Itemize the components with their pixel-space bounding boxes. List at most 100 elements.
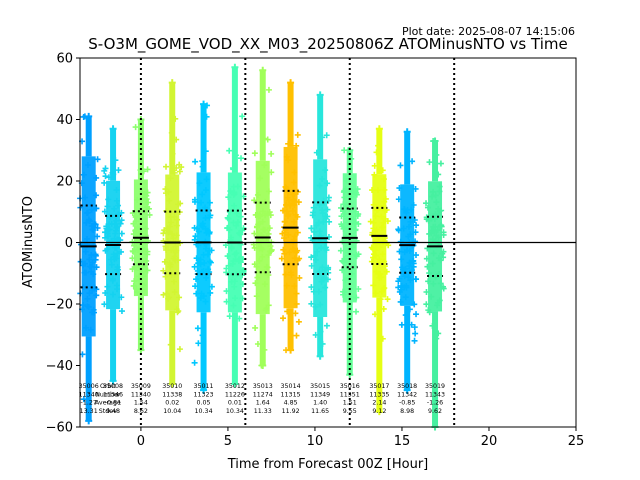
data-point <box>109 276 116 283</box>
data-point <box>429 236 436 243</box>
data-point <box>381 258 388 265</box>
orbit-stat-number: 11323 <box>194 391 214 398</box>
data-point <box>132 264 139 271</box>
data-point <box>167 175 174 182</box>
data-point <box>291 283 298 290</box>
data-point <box>285 197 292 204</box>
stats-legend-average: Average <box>95 400 121 407</box>
orbit-stat-number: 11226 <box>225 391 245 398</box>
data-point <box>240 267 247 274</box>
data-point <box>230 166 237 173</box>
data-point <box>319 175 326 182</box>
data-point <box>316 268 323 275</box>
orbit-lower-tail-35006 <box>85 336 92 421</box>
data-point <box>370 225 377 232</box>
data-point <box>326 218 333 225</box>
data-point <box>267 243 274 250</box>
data-point <box>207 259 214 266</box>
data-point <box>341 194 348 201</box>
data-point <box>411 301 418 308</box>
data-point <box>208 247 215 254</box>
data-point <box>193 276 200 283</box>
data-point <box>237 229 244 236</box>
data-point <box>372 213 379 220</box>
data-point <box>192 158 199 165</box>
orbit-cluster-35009: 35009113401.548.62 <box>129 116 153 415</box>
data-point <box>379 251 386 258</box>
data-point <box>435 330 442 337</box>
data-point <box>136 212 143 219</box>
data-point <box>428 293 435 300</box>
data-point <box>340 291 347 298</box>
data-point <box>371 171 378 178</box>
orbit-lower-tail-35012 <box>231 312 238 384</box>
data-point <box>287 202 294 209</box>
data-point <box>308 262 315 269</box>
orbit-stat-number: 11340 <box>79 391 99 398</box>
data-point <box>136 267 143 274</box>
orbit-upper-tail-35015 <box>317 94 324 160</box>
data-point <box>440 229 447 236</box>
data-point <box>145 199 152 206</box>
data-point <box>145 205 152 212</box>
data-point <box>225 262 232 269</box>
axis-ticks: 0 5 10 15 20 25 −60 −40 −20 0 20 40 60 <box>46 52 585 450</box>
data-point <box>205 266 212 273</box>
data-point <box>410 202 417 209</box>
orbit-stat-average: 1.40 <box>313 400 327 407</box>
data-point <box>165 295 172 302</box>
data-point <box>109 169 116 176</box>
data-point <box>86 290 93 297</box>
orbit-upper-tail-35013 <box>259 70 266 161</box>
data-point <box>408 206 415 213</box>
data-point <box>167 263 174 270</box>
x-tick-label: 15 <box>394 434 411 449</box>
data-point <box>310 288 317 295</box>
data-point <box>341 210 348 217</box>
data-point <box>372 311 379 318</box>
data-point <box>239 113 246 120</box>
data-point <box>436 188 443 195</box>
data-point <box>260 135 267 142</box>
data-point <box>349 244 356 251</box>
data-point <box>395 227 402 234</box>
data-point <box>261 281 268 288</box>
data-point <box>440 248 447 255</box>
max-point-35016 <box>346 146 354 154</box>
data-point <box>412 252 419 259</box>
data-point <box>402 312 409 319</box>
data-point <box>162 244 169 251</box>
data-point <box>293 290 300 297</box>
orbit-stat-orbit: 35016 <box>340 383 360 390</box>
orbit-stat-orbit: 35010 <box>162 383 182 390</box>
data-point <box>348 187 355 194</box>
orbit-stat-number: 11346 <box>103 391 123 398</box>
data-point <box>291 233 298 240</box>
data-point <box>260 226 267 233</box>
data-point <box>144 267 151 274</box>
data-point <box>129 238 136 245</box>
data-point <box>77 258 84 265</box>
data-point <box>317 328 324 335</box>
data-point <box>117 220 124 227</box>
data-point <box>266 225 273 232</box>
data-point <box>199 332 206 339</box>
data-point <box>253 293 260 300</box>
data-point <box>312 252 319 259</box>
data-point <box>114 202 121 209</box>
data-point <box>354 186 361 193</box>
data-point <box>237 255 244 262</box>
orbit-stat-orbit: 35006 <box>79 383 99 390</box>
data-point <box>412 238 419 245</box>
orbit-stat-orbit: 35018 <box>397 383 417 390</box>
data-point <box>134 289 141 296</box>
data-point <box>435 171 442 178</box>
data-point <box>338 213 345 220</box>
data-point <box>437 257 444 264</box>
orbit-lower-tail-35013 <box>259 314 266 366</box>
